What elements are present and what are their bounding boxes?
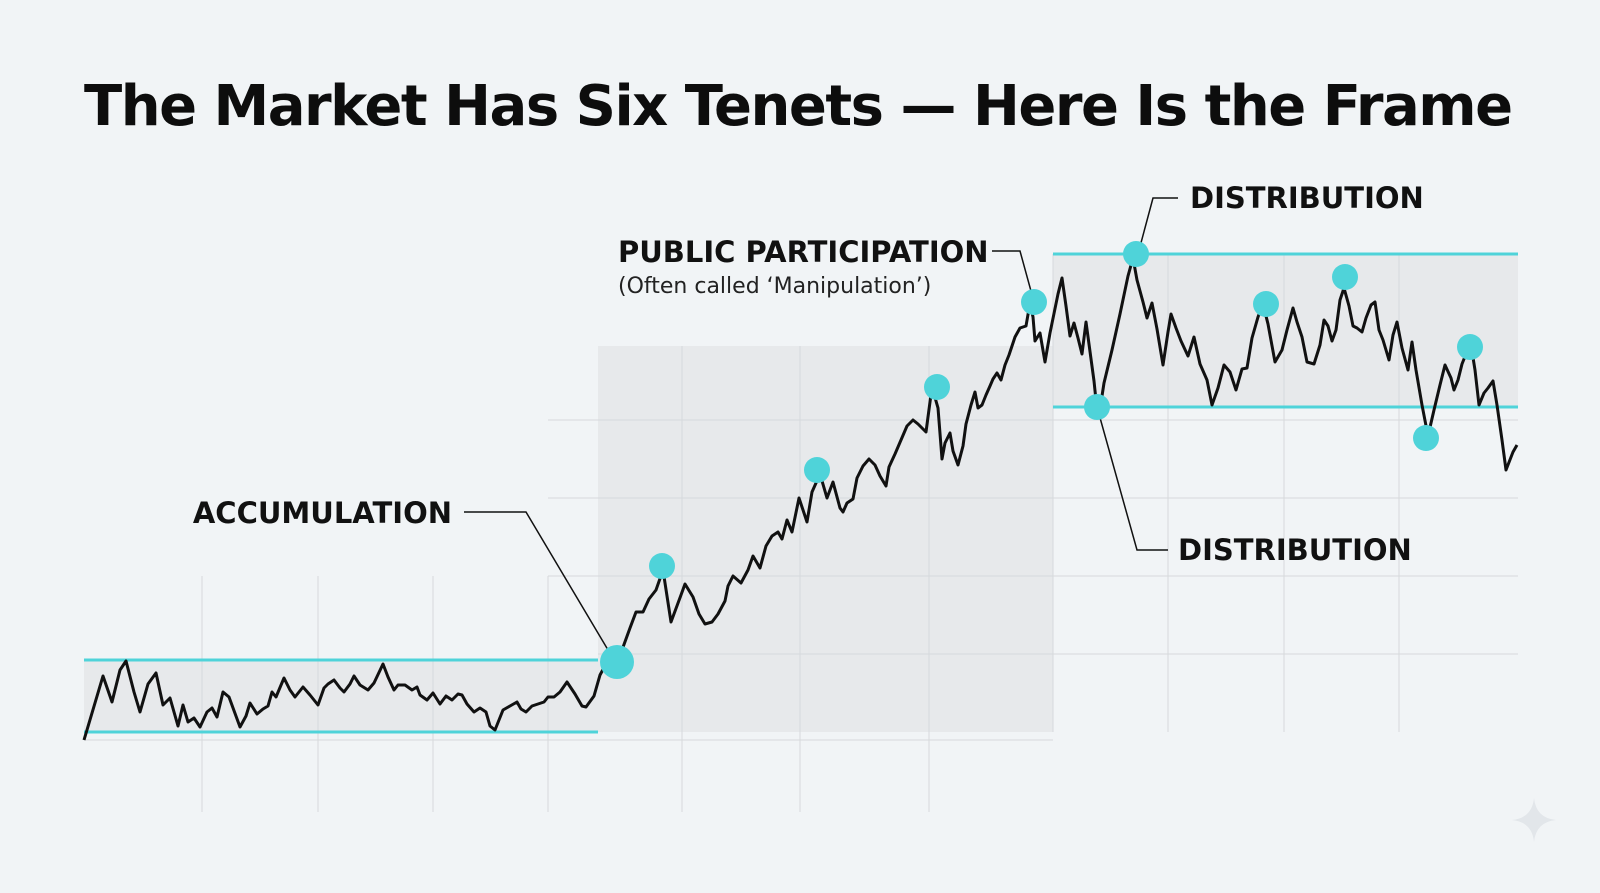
public-participation-label: PUBLIC PARTICIPATION xyxy=(618,235,989,269)
distribution-marker-6 xyxy=(1457,334,1483,360)
shaded-zones xyxy=(84,254,1518,732)
price-line xyxy=(82,256,1519,741)
distribution-top-label: DISTRIBUTION xyxy=(1190,181,1424,215)
distribution-marker-3 xyxy=(1253,291,1279,317)
public-participation-note: (Often called ‘Manipulation’) xyxy=(618,274,931,299)
accumulation-leader xyxy=(464,511,615,661)
markup-zone xyxy=(598,346,1053,732)
page-title: The Market Has Six Tenets — Here Is the … xyxy=(84,74,1513,139)
distribution-high-marker xyxy=(1123,241,1149,267)
leader-lines xyxy=(464,197,1178,661)
sparkle-icon xyxy=(1512,798,1556,842)
distribution-marker-5 xyxy=(1413,425,1439,451)
accumulation-label: ACCUMULATION xyxy=(193,496,452,530)
public-participation-leader xyxy=(992,250,1035,303)
grid-lines xyxy=(84,254,1518,812)
distribution-bottom-label: DISTRIBUTION xyxy=(1178,533,1412,567)
accumulation-zone xyxy=(84,660,598,732)
participation-peak-marker xyxy=(1021,289,1047,315)
distribution-bottom-leader xyxy=(1096,406,1168,551)
markup-marker-2 xyxy=(804,457,830,483)
distribution-top-leader xyxy=(1137,197,1178,255)
distribution-marker-4 xyxy=(1332,264,1358,290)
markup-marker-1 xyxy=(649,553,675,579)
accumulation-breakout-marker xyxy=(600,645,634,679)
markup-marker-3 xyxy=(924,374,950,400)
distribution-low-marker xyxy=(1084,394,1110,420)
pivot-markers xyxy=(600,241,1483,679)
